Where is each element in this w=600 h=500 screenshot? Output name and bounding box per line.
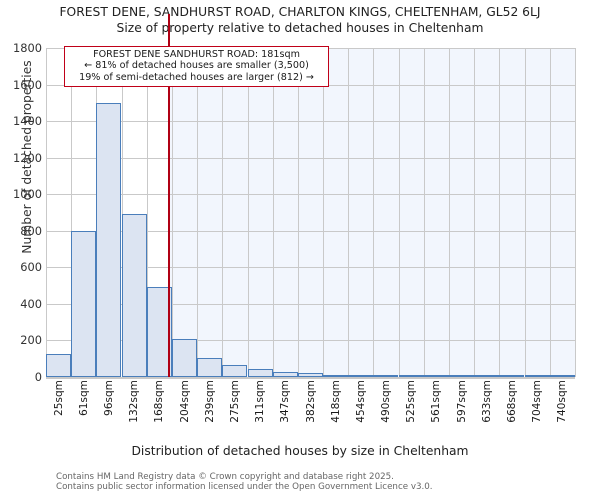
- x-tick-label: 597sqm: [455, 380, 468, 423]
- gridline: [46, 303, 575, 305]
- x-tick-label: 454sqm: [354, 380, 367, 423]
- x-tick-label: 561sqm: [430, 380, 443, 423]
- gridline: [525, 48, 526, 377]
- y-axis-label: Number of detached properties: [20, 60, 34, 254]
- x-tick-label: 418sqm: [329, 380, 342, 423]
- x-axis-line: [46, 377, 575, 379]
- gridline: [550, 48, 551, 377]
- bar: [122, 214, 147, 377]
- x-tick-label: 275sqm: [228, 380, 241, 423]
- x-tick-label: 239sqm: [203, 380, 216, 423]
- x-axis-label: Distribution of detached houses by size …: [131, 444, 469, 458]
- bar: [550, 375, 575, 377]
- x-tick-label: 96sqm: [102, 380, 115, 417]
- bar: [449, 375, 474, 377]
- x-tick-label: 704sqm: [531, 380, 544, 423]
- y-tick-label: 0: [34, 370, 42, 384]
- bar: [525, 375, 550, 377]
- bar: [348, 375, 373, 377]
- bar: [499, 375, 524, 377]
- gridline: [575, 48, 576, 377]
- x-tick-label: 61sqm: [77, 380, 90, 417]
- gridline: [474, 48, 475, 377]
- x-tick-label: 347sqm: [279, 380, 292, 423]
- y-tick-label: 1000: [13, 187, 42, 202]
- larger-region-shading: [168, 48, 575, 377]
- gridline: [449, 48, 450, 377]
- gridline: [424, 48, 425, 377]
- y-axis-ticks: 0 200 400 600 800 1000 1200 1400 1600 1800: [0, 41, 42, 384]
- page-title: FOREST DENE, SANDHURST ROAD, CHARLTON KI…: [59, 5, 541, 19]
- gridline: [399, 48, 400, 377]
- x-tick-label: 668sqm: [506, 380, 519, 423]
- x-tick-label: 382sqm: [304, 380, 317, 423]
- gridline: [71, 48, 72, 377]
- bar: [96, 102, 121, 377]
- gridline: [172, 48, 173, 377]
- footer-line-1: Contains HM Land Registry data © Crown c…: [56, 472, 394, 482]
- footer-line-2: Contains public sector information licen…: [56, 482, 433, 493]
- bar: [172, 338, 197, 377]
- bar: [399, 375, 424, 377]
- gridline: [147, 48, 148, 377]
- x-tick-label: 132sqm: [128, 380, 141, 423]
- annotation-line-3: 19% of semi-detached houses are larger (…: [79, 71, 314, 83]
- gridline: [46, 267, 575, 269]
- y-tick-label: 400: [20, 296, 42, 311]
- gridline: [197, 48, 198, 377]
- gridline: [46, 48, 47, 377]
- bar: [298, 373, 323, 377]
- y-tick-label: 1600: [13, 77, 42, 92]
- gridline: [298, 48, 299, 377]
- x-tick-label: 525sqm: [405, 380, 418, 423]
- property-marker-line: [168, 14, 171, 377]
- bar: [222, 365, 247, 377]
- gridline: [46, 194, 575, 196]
- annotation-line-2: ← 81% of detached houses are smaller (3,…: [84, 60, 309, 72]
- gridline: [122, 48, 123, 377]
- property-annotation-box: FOREST DENE SANDHURST ROAD: 181sqm ← 81%…: [64, 46, 329, 88]
- gridline: [222, 48, 223, 377]
- gridline: [348, 48, 349, 377]
- x-tick-label: 490sqm: [380, 380, 393, 423]
- plot-area: [46, 14, 576, 378]
- gridline: [46, 230, 575, 232]
- bar: [373, 375, 398, 377]
- bar: [46, 354, 71, 377]
- gridline: [46, 340, 575, 342]
- y-tick-label: 1400: [13, 114, 42, 129]
- gridline: [373, 48, 374, 377]
- bar: [273, 371, 298, 377]
- bar: [474, 375, 499, 377]
- annotation-line-1: FOREST DENE SANDHURST ROAD: 181sqm: [93, 49, 300, 60]
- chart-subtitle: Size of property relative to detached ho…: [116, 21, 484, 35]
- x-axis-ticks: 25sqm 61sqm 96sqm 132sqm 168sqm 204sqm 239sqm 2…: [46, 380, 575, 442]
- bar: [147, 286, 172, 377]
- attribution-footer: Contains HM Land Registry data © Crown c…: [56, 472, 433, 493]
- gridline: [248, 48, 249, 377]
- chart-titles: FOREST DENE, SANDHURST ROAD, CHARLTON KI…: [0, 0, 600, 37]
- x-tick-label: 311sqm: [254, 380, 267, 423]
- bar: [197, 357, 222, 377]
- y-tick-label: 1200: [13, 150, 42, 165]
- y-tick-label: 800: [20, 223, 42, 238]
- bar: [424, 375, 449, 377]
- y-tick-label: 600: [20, 260, 42, 275]
- x-tick-label: 740sqm: [556, 380, 569, 423]
- gridline: [499, 48, 500, 377]
- gridline: [273, 48, 274, 377]
- x-tick-label: 204sqm: [178, 380, 191, 423]
- x-tick-label: 25sqm: [52, 380, 65, 417]
- gridline: [46, 121, 575, 123]
- x-tick-label: 633sqm: [480, 380, 493, 423]
- y-tick-label: 1800: [13, 41, 42, 55]
- y-tick-label: 200: [20, 333, 42, 348]
- x-tick-label: 168sqm: [153, 380, 166, 423]
- gridline: [323, 48, 324, 377]
- bar: [323, 374, 348, 377]
- gridline: [46, 157, 575, 159]
- bar: [248, 369, 273, 377]
- bar: [71, 230, 96, 377]
